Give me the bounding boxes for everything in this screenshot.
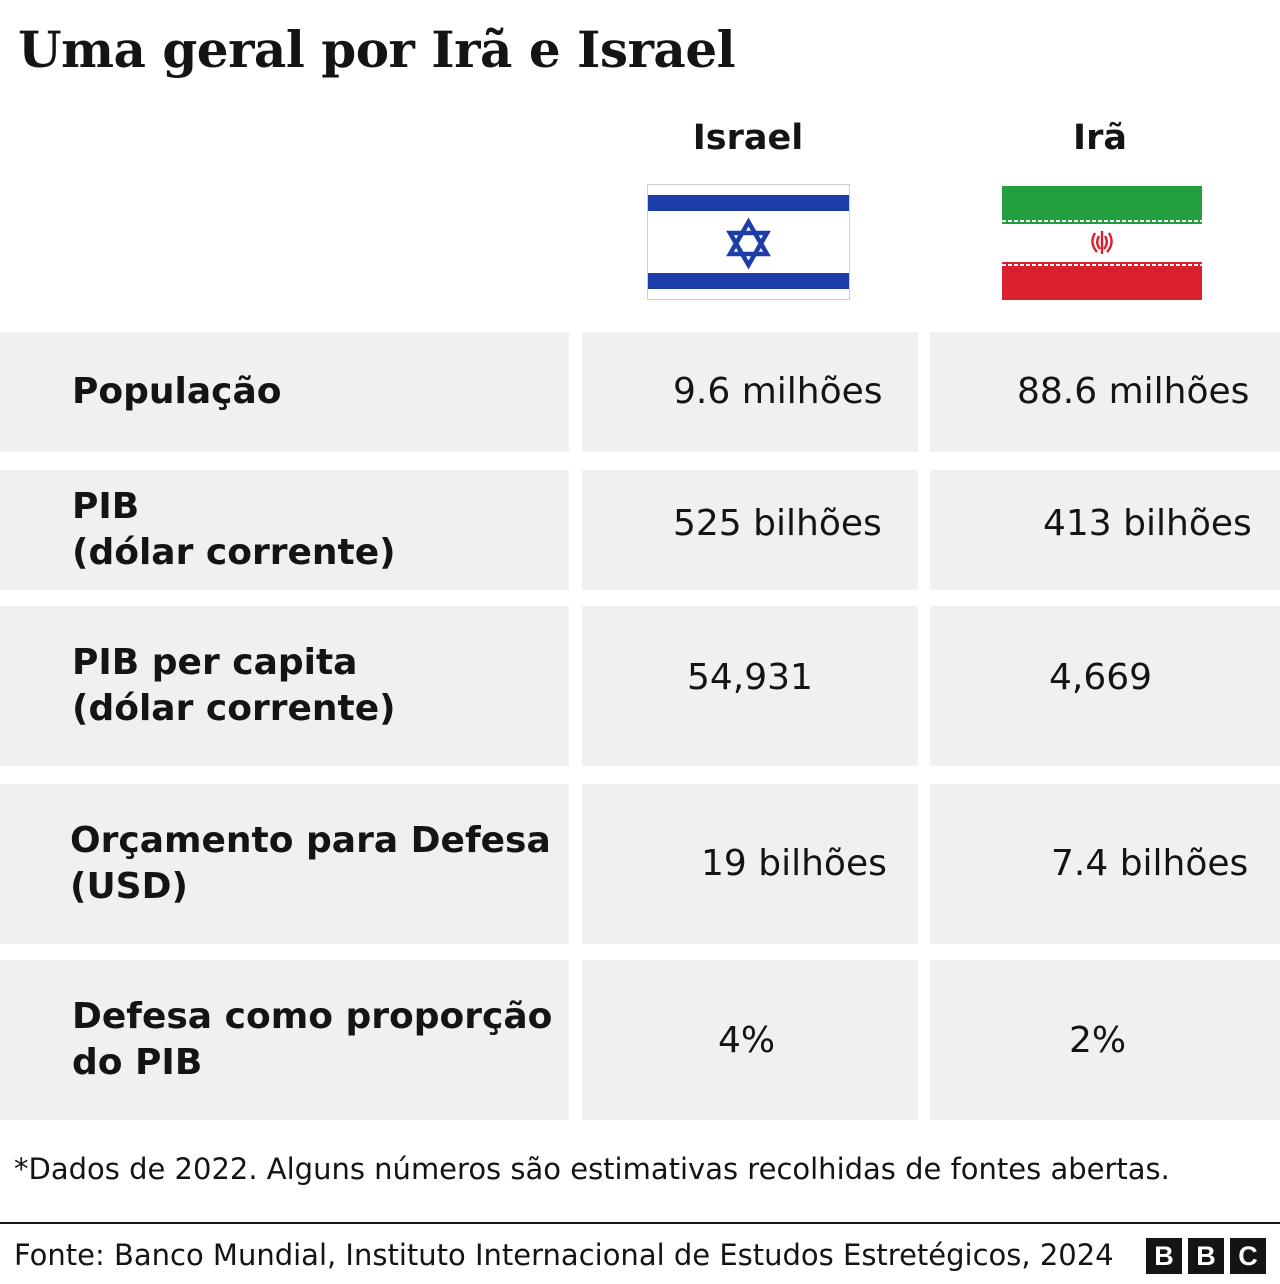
israel-flag-icon	[647, 184, 850, 300]
iran-pib-per-capita-value: 4,669	[1049, 657, 1153, 698]
row-label-pib-per-capita: PIB per capita (dólar corrente)	[0, 606, 569, 766]
page-title: Uma geral por Irã e Israel	[18, 20, 736, 79]
iran-orcamento-value: 7.4 bilhões	[1051, 843, 1249, 884]
israel-populacao-value: 9.6 milhões	[673, 371, 883, 412]
israel-value-cell: 4%	[582, 960, 918, 1120]
row-label-orcamento-defesa: Orçamento para Defesa (USD)	[0, 784, 569, 944]
israel-orcamento-value: 19 bilhões	[701, 843, 887, 884]
iran-value-cell: 413 bilhões	[930, 470, 1280, 590]
row-label-defesa-proporcao: Defesa como proporção do PIB	[0, 960, 569, 1120]
israel-pib-value: 525 bilhões	[673, 503, 882, 544]
bbc-logo-letter: B	[1146, 1238, 1182, 1274]
iran-defesa-proporcao-value: 2%	[1069, 1020, 1127, 1061]
iran-value-cell: 7.4 bilhões	[930, 784, 1280, 944]
israel-value-cell: 54,931	[582, 606, 918, 766]
iran-pib-value: 413 bilhões	[1043, 503, 1252, 544]
footer-divider	[0, 1222, 1280, 1224]
bbc-logo-letter: C	[1230, 1238, 1266, 1274]
row-label-populacao: População	[0, 332, 569, 452]
column-header-iran: Irã	[1073, 118, 1127, 158]
iran-populacao-value: 88.6 milhões	[1017, 371, 1250, 412]
israel-pib-per-capita-value: 54,931	[687, 657, 813, 698]
iran-value-cell: 4,669	[930, 606, 1280, 766]
iran-value-cell: 88.6 milhões	[930, 332, 1280, 452]
row-label-pib: PIB (dólar corrente)	[0, 470, 569, 590]
bbc-logo: B B C	[1146, 1238, 1266, 1274]
israel-value-cell: 9.6 milhões	[582, 332, 918, 452]
iran-flag-icon	[1002, 186, 1202, 300]
footnote: *Dados de 2022. Alguns números são estim…	[14, 1152, 1170, 1186]
iran-value-cell: 2%	[930, 960, 1280, 1120]
bbc-logo-letter: B	[1188, 1238, 1224, 1274]
israel-value-cell: 525 bilhões	[582, 470, 918, 590]
column-header-israel: Israel	[692, 118, 804, 158]
israel-value-cell: 19 bilhões	[582, 784, 918, 944]
source-text: Fonte: Banco Mundial, Instituto Internac…	[14, 1238, 1114, 1272]
israel-defesa-proporcao-value: 4%	[718, 1020, 776, 1061]
